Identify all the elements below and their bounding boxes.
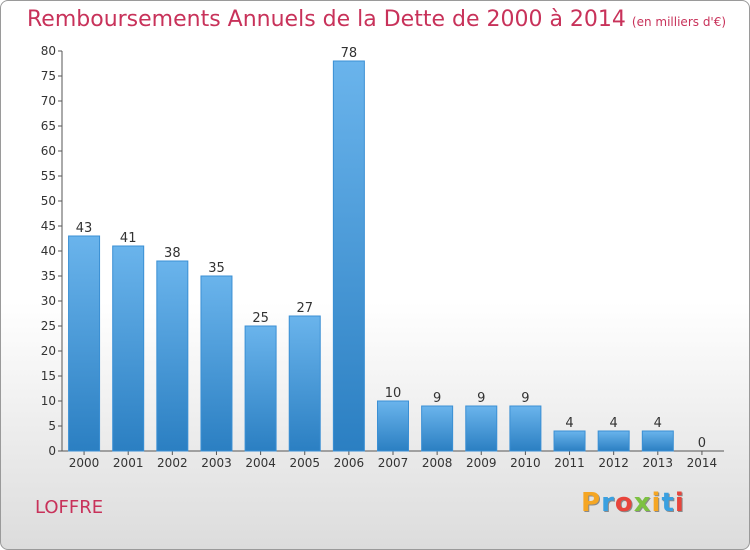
x-tick-label: 2006 (334, 456, 365, 470)
value-label: 9 (477, 391, 485, 406)
bar-2012 (597, 430, 630, 452)
value-label: 43 (76, 221, 93, 236)
logo-letter: t (661, 488, 675, 518)
y-tick-label: 0 (48, 444, 56, 458)
x-tick-label: 2004 (245, 456, 276, 470)
x-tick-label: 2001 (113, 456, 144, 470)
value-label: 38 (164, 246, 181, 261)
value-label: 9 (521, 391, 529, 406)
logo-letter: r (601, 488, 615, 518)
y-tick-label: 80 (41, 44, 56, 58)
chart-title-text: Remboursements Annuels de la Dette de 20… (27, 7, 626, 32)
y-tick-label: 30 (41, 294, 56, 308)
y-tick-label: 10 (41, 394, 56, 408)
bar-2003 (200, 275, 233, 452)
x-tick-label: 2013 (643, 456, 674, 470)
chart-title: Remboursements Annuels de la Dette de 20… (27, 7, 726, 32)
bar-2007 (377, 400, 409, 452)
value-label: 27 (296, 301, 313, 316)
x-tick-label: 2008 (422, 456, 453, 470)
bar-2009 (465, 405, 498, 452)
value-label: 4 (610, 416, 618, 431)
x-tick-label: 2002 (157, 456, 188, 470)
x-tick-label: 2000 (69, 456, 100, 470)
y-tick-label: 40 (41, 244, 56, 258)
y-tick-label: 55 (41, 169, 56, 183)
logo-letter: o (614, 488, 634, 518)
logo-letter: i (674, 488, 685, 518)
logo-letter: x (633, 488, 652, 518)
y-tick-label: 25 (41, 319, 56, 333)
y-tick-label: 70 (41, 94, 56, 108)
y-tick-label: 65 (41, 119, 56, 133)
value-label: 41 (120, 231, 137, 246)
value-label: 10 (385, 386, 402, 401)
y-tick-label: 50 (41, 194, 56, 208)
value-label: 0 (698, 436, 706, 451)
chart-subtitle: (en milliers d'€) (631, 15, 727, 29)
x-tick-label: 2012 (598, 456, 629, 470)
x-tick-label: 2010 (510, 456, 541, 470)
logo-letter: P (581, 488, 602, 518)
bar-2005 (288, 315, 321, 452)
y-tick-label: 60 (41, 144, 56, 158)
bar-2013 (641, 430, 674, 452)
bar-2006 (332, 60, 365, 452)
x-tick-label: 2011 (554, 456, 585, 470)
commune-name: LOFFRE (35, 497, 104, 518)
x-tick-label: 2003 (201, 456, 232, 470)
logo-letter: i (651, 488, 662, 518)
x-tick-label: 2005 (289, 456, 320, 470)
x-tick-label: 2014 (687, 456, 718, 470)
x-tick-label: 2007 (378, 456, 409, 470)
value-label: 4 (654, 416, 662, 431)
value-label: 78 (341, 46, 358, 61)
value-label: 4 (565, 416, 573, 431)
value-label: 25 (252, 311, 269, 326)
bar-2010 (509, 405, 542, 452)
y-tick-label: 75 (41, 69, 56, 83)
bar-2011 (553, 430, 586, 452)
proxiti-logo: Proxiti (581, 488, 685, 518)
value-label: 35 (208, 261, 225, 276)
x-tick-label: 2009 (466, 456, 497, 470)
value-label: 9 (433, 391, 441, 406)
y-tick-label: 45 (41, 219, 56, 233)
bar-2002 (156, 260, 189, 452)
y-tick-label: 20 (41, 344, 56, 358)
y-tick-label: 35 (41, 269, 56, 283)
y-tick-label: 5 (48, 419, 56, 433)
bar-2004 (244, 325, 277, 452)
bar-2000 (68, 235, 101, 452)
bar-2008 (421, 405, 454, 452)
y-tick-label: 15 (41, 369, 56, 383)
bar-2001 (112, 245, 145, 452)
